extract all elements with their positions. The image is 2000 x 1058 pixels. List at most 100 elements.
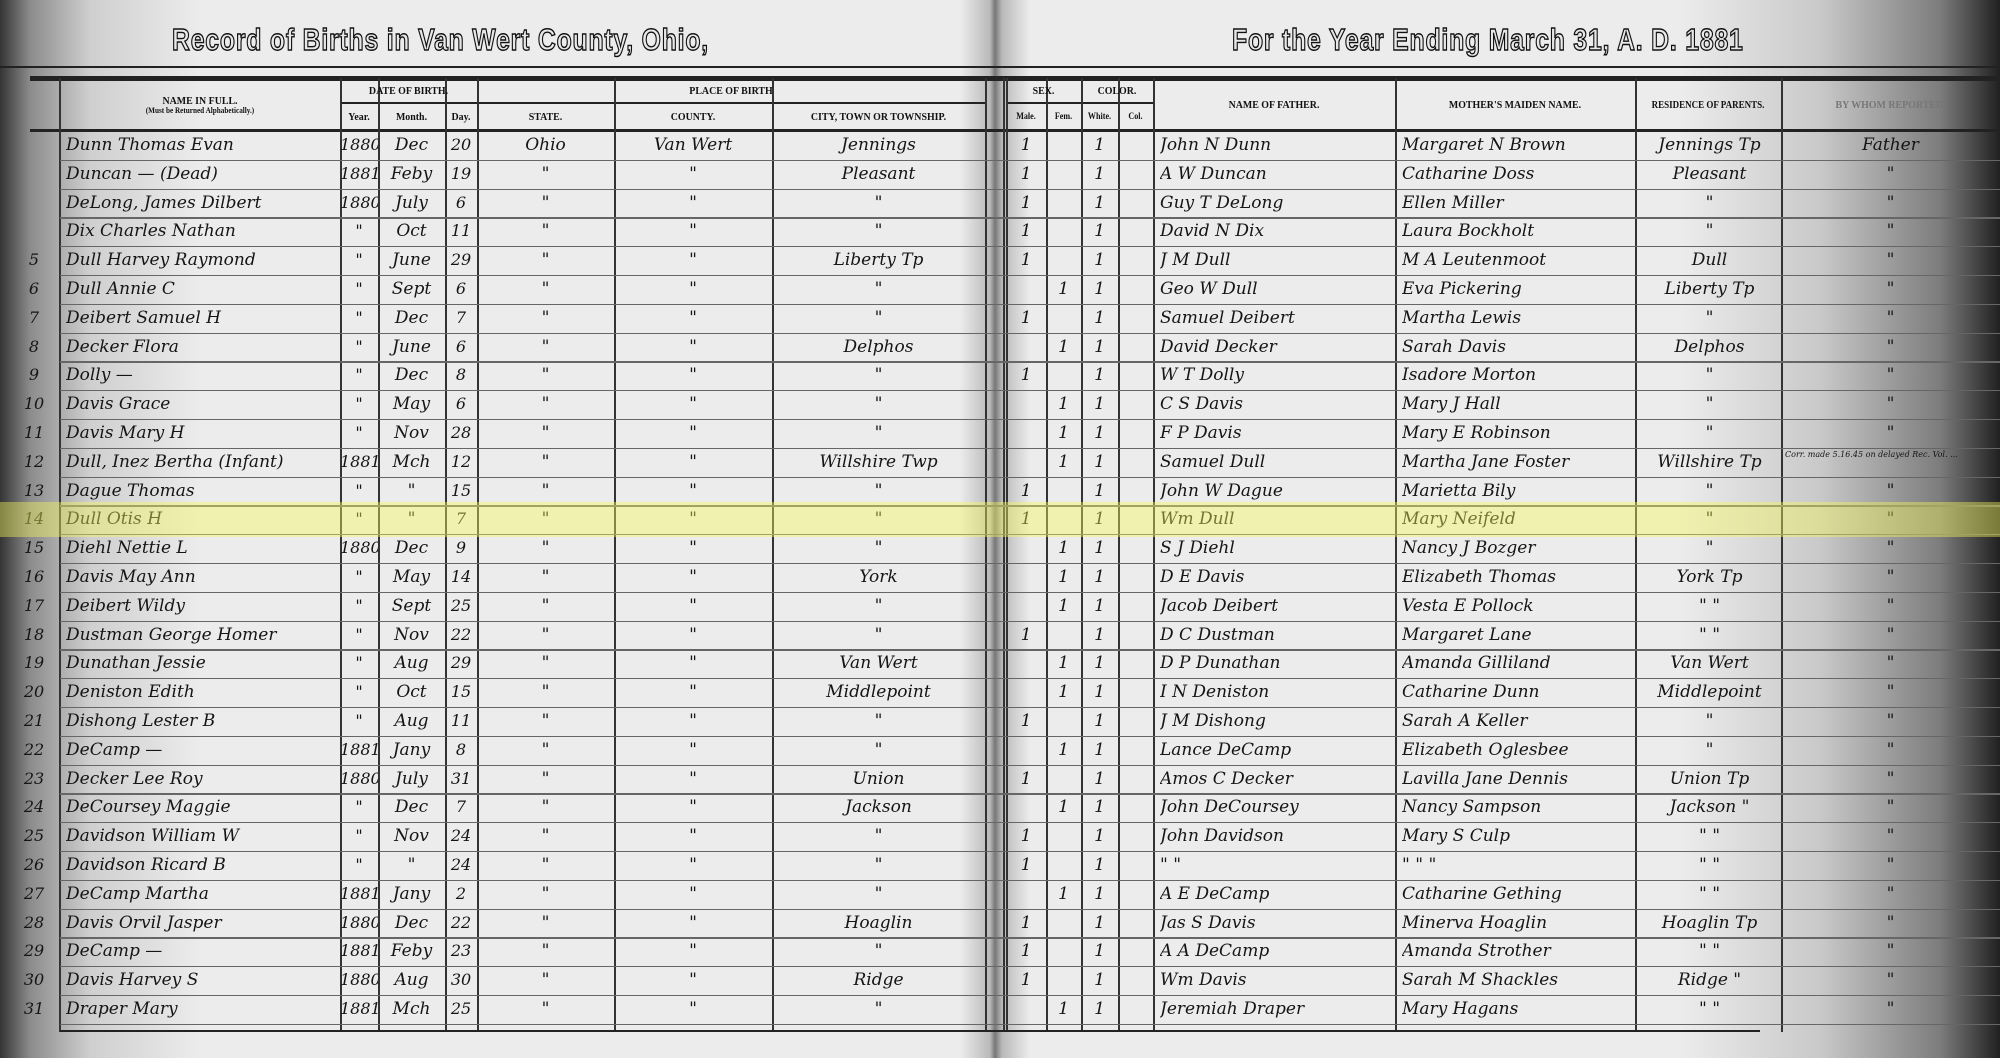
- mother-maiden-name: Martha Lewis: [1402, 307, 1522, 328]
- birth-day: 11: [450, 221, 472, 241]
- row-divider: [60, 332, 2000, 334]
- birth-city: Middlepoint: [826, 682, 931, 703]
- birth-state: ": [541, 221, 550, 242]
- column-divider: [772, 78, 774, 1032]
- birth-city: ": [874, 538, 883, 559]
- parents-residence: ": [1705, 221, 1714, 242]
- birth-state: ": [541, 163, 550, 184]
- row-number: 8: [28, 336, 40, 356]
- row-divider: [60, 1023, 2000, 1026]
- child-name: Duncan — (Dead): [66, 163, 218, 184]
- row-divider: [60, 966, 2000, 968]
- birth-day: 28: [450, 423, 472, 442]
- child-name: Davis Mary H: [66, 423, 185, 443]
- row-number: 11: [23, 423, 45, 442]
- sex-male-mark: 1: [1020, 624, 1032, 645]
- birth-state: Ohio: [525, 135, 566, 155]
- father-name: John DeCoursey: [1160, 797, 1299, 818]
- birth-month: ": [407, 855, 416, 875]
- birth-month: Dec: [394, 797, 429, 818]
- color-white-mark: 1: [1094, 682, 1105, 703]
- parents-residence: ": [1705, 509, 1714, 530]
- child-name: DeCamp —: [66, 739, 163, 760]
- sex-male-mark: 1: [1020, 509, 1032, 530]
- sex-male-mark: 1: [1020, 135, 1032, 155]
- sex-male-mark: 1: [1020, 163, 1032, 184]
- table-row: 5 Dull Harvey Raymond " June 29 " " Liberty Tp 1…: [0, 246, 2000, 275]
- row-divider: [60, 620, 2000, 622]
- birth-month: Dec: [394, 135, 429, 155]
- birth-state: ": [541, 883, 550, 904]
- row-number: 10: [23, 394, 45, 414]
- birth-year: ": [355, 423, 363, 442]
- reported-by: ": [1886, 970, 1895, 991]
- reported-by: ": [1886, 567, 1895, 587]
- mother-maiden-name: Nancy Sampson: [1402, 797, 1542, 818]
- rule-header-bottom: [30, 129, 2000, 132]
- birth-county: ": [689, 855, 697, 875]
- father-name: D E Davis: [1160, 567, 1245, 587]
- color-white-mark: 1: [1094, 883, 1105, 904]
- column-divider: [445, 78, 447, 1032]
- parents-residence: ": [1705, 365, 1714, 386]
- birth-year: 1880: [340, 135, 378, 154]
- child-name: Decker Flora: [66, 336, 179, 357]
- table-row: 23 Decker Lee Roy 1880 July 31 " " Union 1 1 Amos …: [0, 765, 2000, 794]
- birth-county: ": [689, 423, 697, 443]
- mother-maiden-name: " " ": [1402, 855, 1437, 875]
- birth-state: ": [541, 826, 550, 847]
- parents-residence: Jackson ": [1669, 797, 1750, 818]
- parents-residence: ": [1705, 192, 1714, 213]
- birth-day: 22: [450, 912, 472, 932]
- color-white-mark: 1: [1094, 135, 1105, 155]
- mother-maiden-name: Mary E Robinson: [1402, 423, 1551, 443]
- birth-county: ": [689, 394, 697, 415]
- mother-maiden-name: Catharine Doss: [1402, 163, 1535, 184]
- header-day: Day.: [451, 110, 471, 123]
- child-name: Diehl Nettie L: [66, 538, 188, 559]
- birth-state: ": [541, 336, 550, 357]
- birth-day: 29: [450, 653, 472, 673]
- child-name: DeCamp Martha: [66, 883, 209, 904]
- sex-male-mark: 1: [1020, 768, 1032, 789]
- row-divider: [60, 476, 2000, 478]
- table-row: 29 DeCamp — 1881 Feby 23 " " " 1 1 A A DeCamp Amand…: [0, 937, 2000, 966]
- table-row: 30 Davis Harvey S 1880 Aug 30 " " Ridge 1 1 Wm Dav…: [0, 966, 2000, 995]
- child-name: Dix Charles Nathan: [66, 221, 236, 242]
- father-name: John Davidson: [1160, 826, 1284, 847]
- parents-residence: " ": [1698, 595, 1721, 616]
- sex-male-mark: 1: [1020, 855, 1032, 875]
- birth-city: ": [874, 279, 883, 299]
- mother-maiden-name: Sarah Davis: [1402, 336, 1506, 357]
- birth-county: ": [689, 365, 697, 386]
- row-divider: [60, 735, 2000, 738]
- sex-female-mark: 1: [1058, 595, 1069, 616]
- birth-city: ": [874, 826, 883, 847]
- color-white-mark: 1: [1094, 336, 1105, 357]
- header-city: CITY, TOWN OR TOWNSHIP.: [810, 110, 947, 123]
- father-name: Jas S Davis: [1160, 912, 1256, 933]
- birth-city: ": [874, 595, 883, 616]
- column-divider: [1118, 78, 1120, 1032]
- color-white-mark: 1: [1094, 307, 1105, 328]
- father-name: David Decker: [1160, 336, 1277, 357]
- sex-female-mark: 1: [1058, 279, 1069, 299]
- birth-state: ": [541, 423, 550, 443]
- row-number: 16: [23, 567, 45, 586]
- birth-state: ": [541, 653, 550, 674]
- father-name: Wm Dull: [1160, 509, 1235, 530]
- mother-maiden-name: Mary Neifeld: [1402, 509, 1516, 530]
- row-divider: [60, 937, 2000, 939]
- parents-residence: Willshire Tp: [1657, 451, 1762, 472]
- table-row: 15 Diehl Nettie L 1880 Dec 9 " " " 1 1 S J Diehl Na…: [0, 534, 2000, 563]
- row-divider: [60, 303, 2000, 306]
- birth-day: 25: [450, 595, 472, 615]
- table-row: 17 Deibert Wildy " Sept 25 " " " 1 1 Jacob Deibert…: [0, 592, 2000, 621]
- child-name: Davis May Ann: [66, 567, 196, 587]
- birth-month: Aug: [394, 970, 429, 991]
- row-divider: [60, 447, 2000, 450]
- table-row: 6 Dull Annie C " Sept 6 " " " 1 1 Geo W Dull Eva Pi…: [0, 275, 2000, 304]
- birth-city: Van Wert: [839, 653, 918, 674]
- mother-maiden-name: Catharine Gething: [1402, 883, 1562, 904]
- color-white-mark: 1: [1094, 480, 1105, 501]
